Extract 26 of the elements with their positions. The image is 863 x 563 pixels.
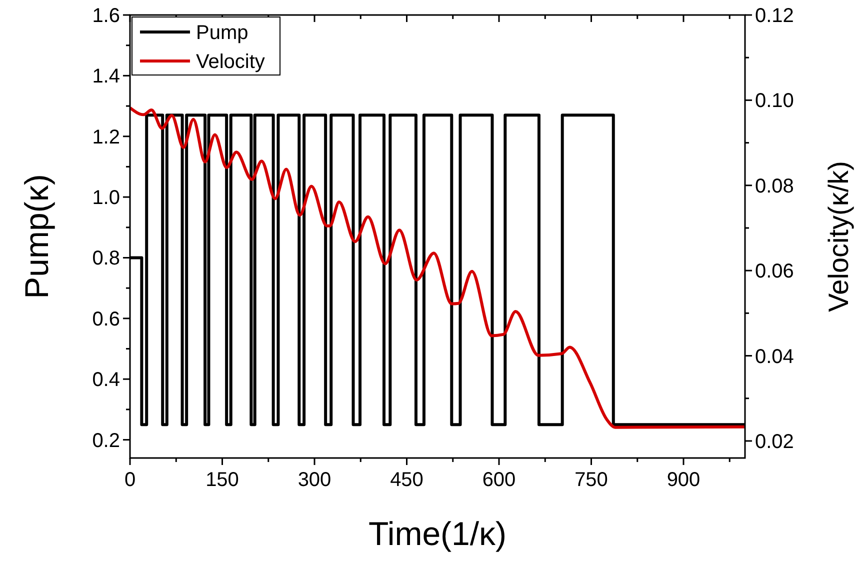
- y2-tick-label: 0.12: [755, 5, 794, 27]
- y2-axis-title: Velocity(κ/k): [823, 161, 854, 312]
- x-tick-label: 750: [574, 469, 608, 491]
- legend-label: Velocity: [196, 51, 265, 73]
- y2-tick-label: 0.02: [755, 430, 794, 453]
- y-tick-label: 1.0: [92, 187, 120, 210]
- x-tick-label: 300: [298, 469, 332, 491]
- y-tick-label: 0.4: [92, 369, 120, 392]
- y-axis-title: Pump(κ): [18, 174, 55, 299]
- y-tick-label: 1.4: [92, 66, 120, 88]
- y2-tick-label: 0.06: [755, 260, 794, 283]
- x-tick-label: 900: [666, 469, 700, 491]
- y-tick-label: 0.6: [92, 308, 120, 330]
- y-tick-label: 1.2: [92, 126, 120, 148]
- x-tick-label: 450: [390, 469, 424, 491]
- y-tick-label: 0.2: [92, 430, 120, 452]
- x-axis-title: Time(1/κ): [368, 515, 507, 552]
- y-tick-label: 0.8: [92, 248, 120, 270]
- legend-label: Pump: [196, 22, 248, 44]
- y2-tick-label: 0.10: [755, 90, 794, 112]
- y2-tick-label: 0.08: [755, 175, 794, 198]
- y2-tick-label: 0.04: [755, 346, 794, 368]
- x-tick-label: 0: [124, 469, 136, 491]
- y-tick-label: 1.6: [92, 5, 120, 27]
- x-tick-label: 150: [206, 469, 239, 491]
- x-tick-label: 600: [482, 469, 516, 491]
